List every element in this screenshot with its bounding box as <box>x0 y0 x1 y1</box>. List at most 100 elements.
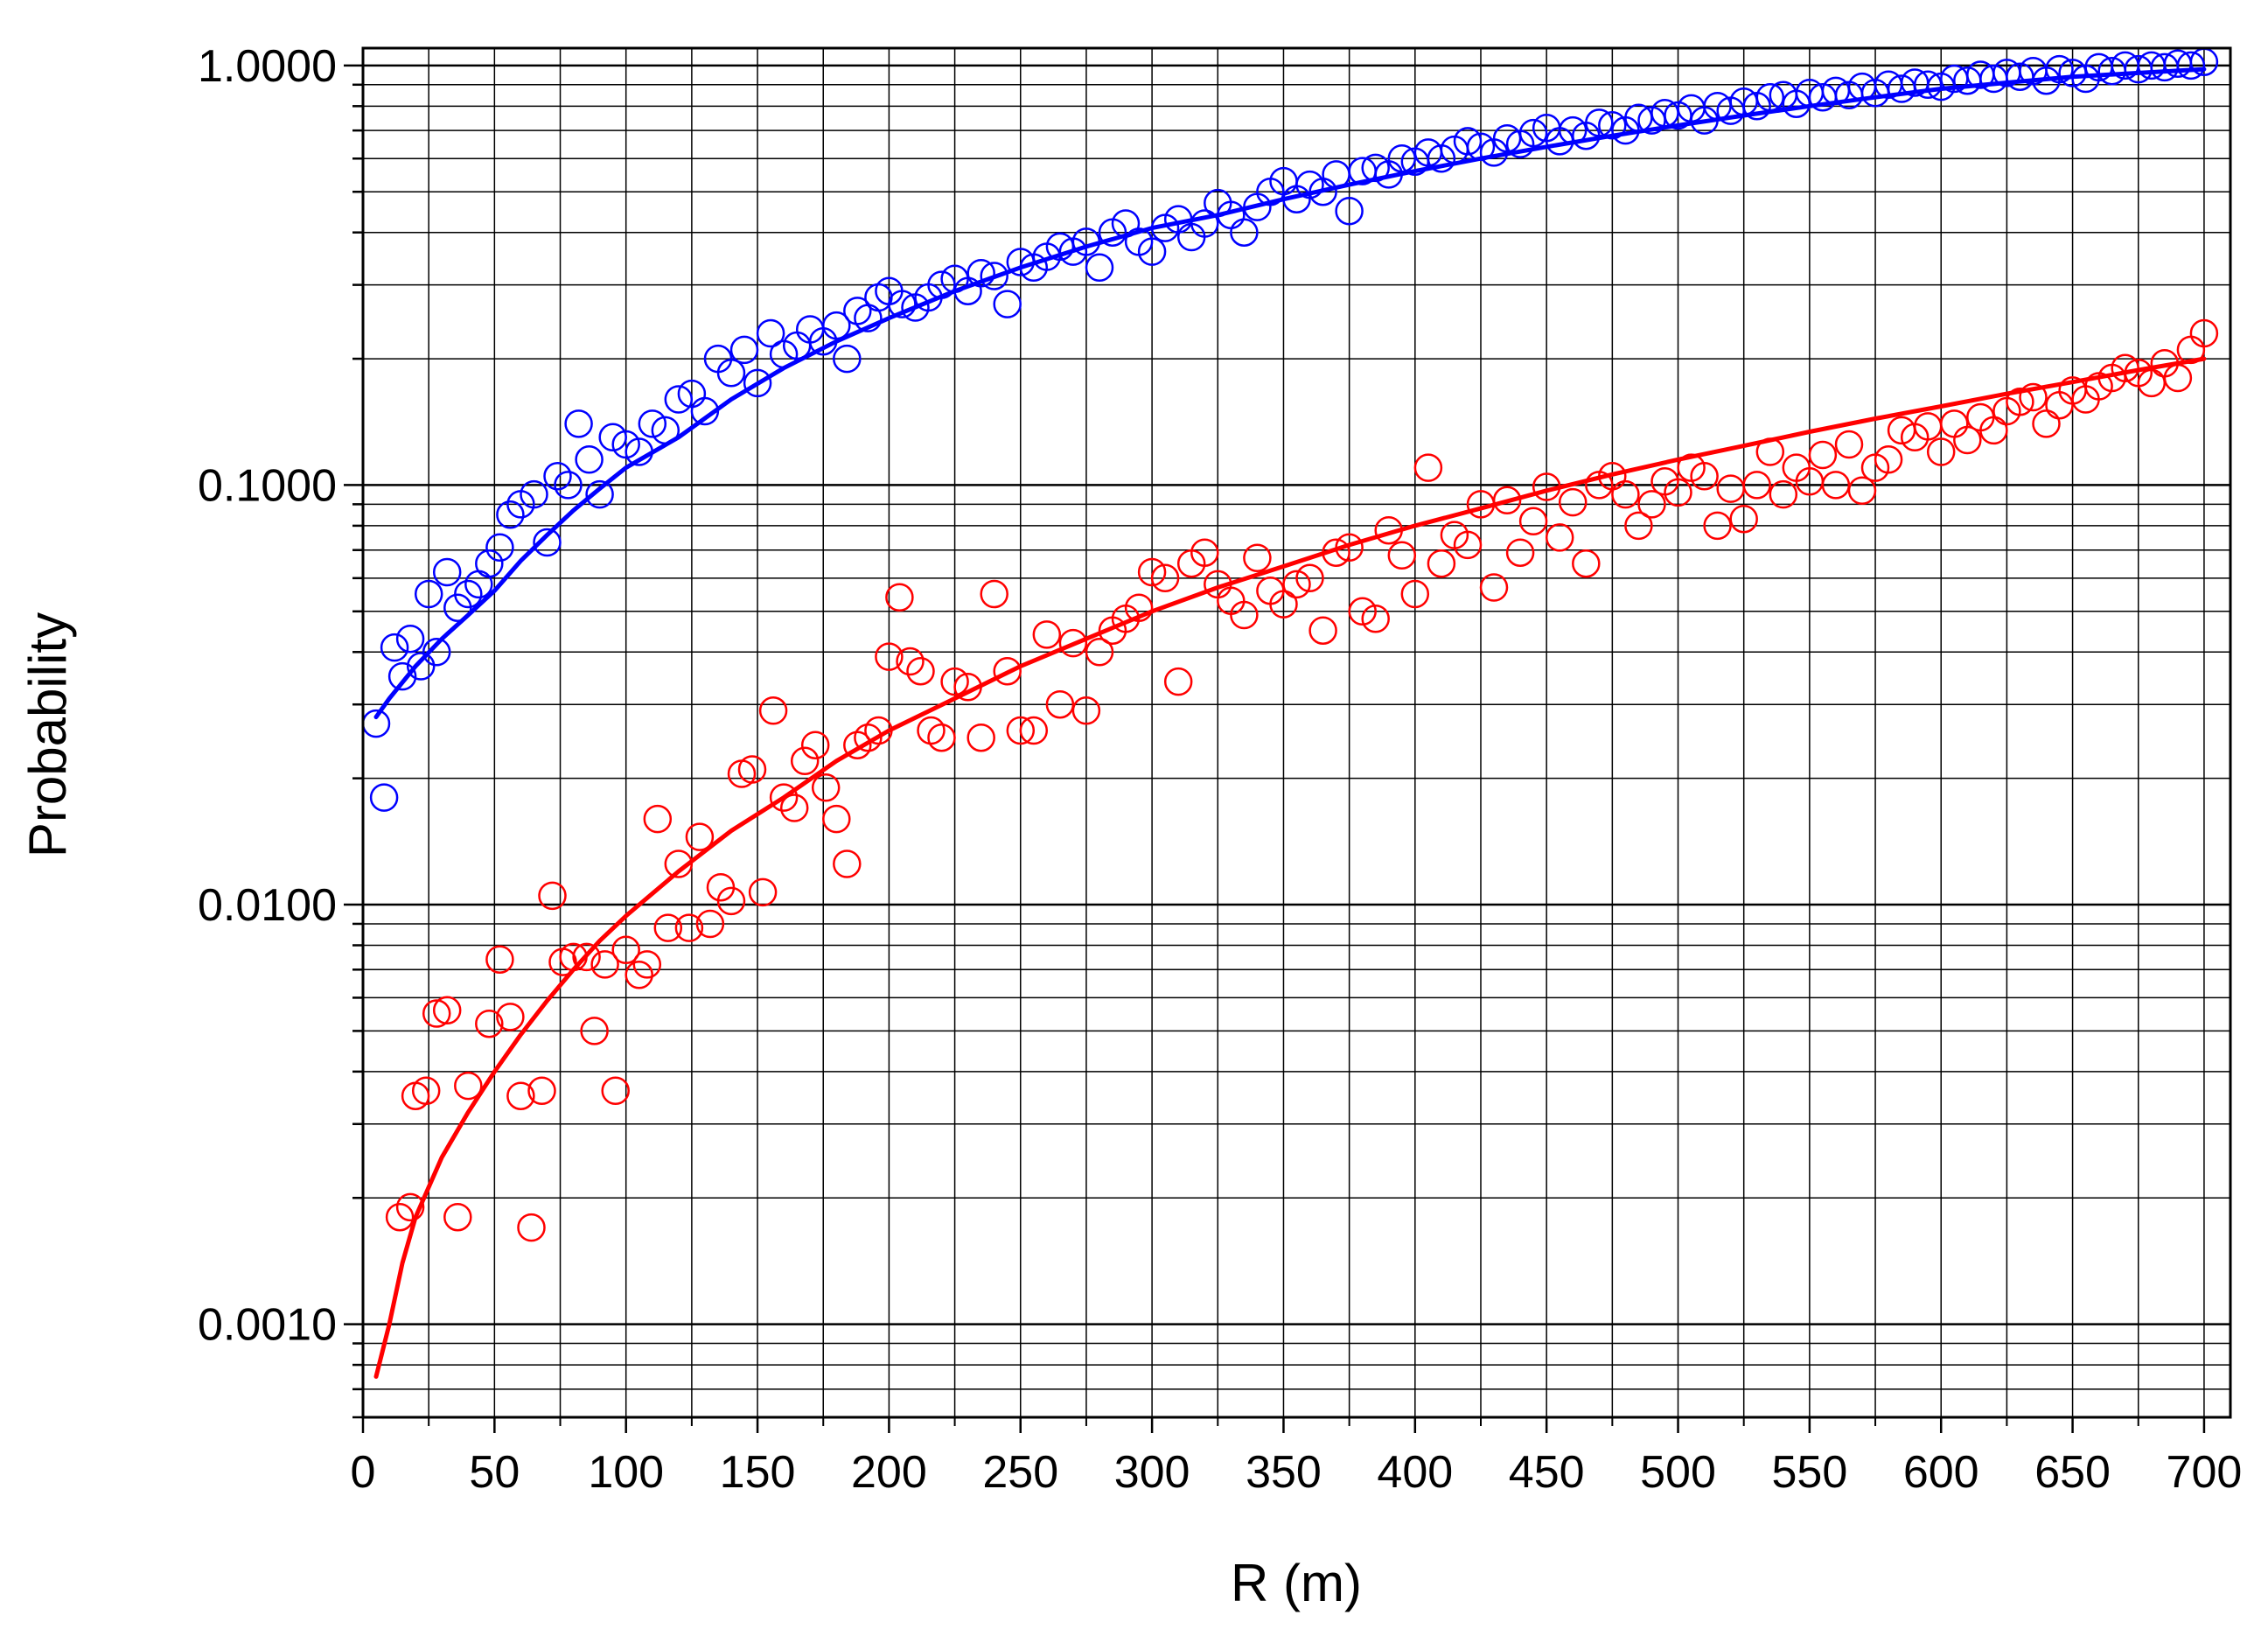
series-1-data-point <box>1755 82 1785 112</box>
series-2-data-point <box>1834 430 1864 459</box>
series-2-data-point <box>1558 487 1588 517</box>
series-2-data-point <box>432 996 462 1025</box>
series-1-data-point <box>1335 196 1364 226</box>
series-2-data-point <box>1953 425 1982 455</box>
series-1-data-point <box>406 652 436 681</box>
series-2-data-point <box>906 656 935 686</box>
series-1-data-point <box>1361 153 1390 183</box>
y-tick-label: 0.1000 <box>198 460 337 511</box>
series-2-data-point <box>1032 620 1062 649</box>
series-2-data-point <box>1308 616 1337 645</box>
series-2-data-point <box>1058 628 1088 658</box>
series-1-data-point <box>743 368 772 398</box>
series-2-data-point <box>506 1081 535 1110</box>
series-1-data-point <box>927 270 956 299</box>
series-1-data-point <box>1230 218 1259 247</box>
series-1-data-point <box>2176 51 2206 80</box>
series-2-data-point <box>632 950 662 979</box>
series-1-data-point <box>395 624 425 654</box>
series-2-data-point <box>1243 543 1272 573</box>
series-2-data-point <box>927 723 956 752</box>
series-2-data-point <box>864 716 893 745</box>
series-1-data-point <box>564 409 593 438</box>
series-2-data-point <box>758 696 788 725</box>
series-1-data-point <box>611 430 640 459</box>
series-2-data-point <box>1505 538 1535 567</box>
series-2-data-point <box>590 950 619 979</box>
plot-area-frame <box>361 46 2232 1419</box>
series-2-data-point <box>580 1017 609 1045</box>
series-2-data-point <box>517 1213 546 1242</box>
series-2-data-point <box>454 1071 483 1101</box>
series-2-data-point <box>1742 471 1771 500</box>
series-2-data-point <box>940 667 969 696</box>
series-2-data-point <box>674 913 704 942</box>
series-2-data-point <box>496 1003 525 1031</box>
series-1-data-point <box>1585 108 1614 137</box>
x-tick-labels: 0 50 100 150 200 250 300 350 400 450 500 550 600 650 7… <box>351 1447 2243 1498</box>
series-1-data-point <box>1387 143 1417 173</box>
series-2-data-point <box>875 642 904 671</box>
x-tick-label: 200 <box>851 1447 927 1498</box>
series-1-data-point <box>1453 127 1483 156</box>
series-2-data-point <box>527 1076 556 1106</box>
series-2-data-point <box>1703 511 1732 541</box>
series-1-data-point <box>822 311 851 340</box>
series-1-data-point <box>1071 227 1101 256</box>
series-1-data-point <box>625 437 653 466</box>
series-2-data-point <box>485 945 514 974</box>
series-2-data-point <box>1387 541 1417 570</box>
series-2-data-point <box>1611 479 1640 509</box>
series-1-data-point <box>1137 237 1167 266</box>
series-2-data-point <box>2189 318 2219 348</box>
series-1-data-point <box>414 579 443 609</box>
series-1-data-point <box>1466 132 1496 162</box>
series-2-data-point <box>993 656 1022 686</box>
x-tick-label: 250 <box>982 1447 1058 1498</box>
series-2-data-point <box>1322 538 1350 567</box>
series-1 <box>361 47 2219 812</box>
series-2-data-point <box>1637 490 1666 519</box>
series-1-data-point <box>369 783 399 812</box>
series-2-data-point <box>1690 462 1719 491</box>
series-2-data-point <box>625 961 653 989</box>
series-1-data-point <box>475 549 504 578</box>
series-1-data-point <box>585 479 614 509</box>
series-2-data-point <box>1137 557 1167 587</box>
series-1-data-point <box>380 633 409 662</box>
series-2-data-point <box>411 1076 441 1106</box>
series-2-data-point <box>2111 353 2139 382</box>
series-2-data-point <box>980 579 1008 609</box>
series-2-data-point <box>1492 486 1522 515</box>
series-2-data-point <box>2163 363 2193 393</box>
series-1-data-point <box>598 423 627 452</box>
series-1-data-point <box>1518 118 1548 148</box>
series-1-data-point <box>651 416 680 445</box>
series-2-data-point <box>1453 530 1483 560</box>
x-tick-label: 300 <box>1114 1447 1190 1498</box>
series-2-data-point <box>1755 437 1785 466</box>
grid-lines <box>362 48 2230 1418</box>
series-2-data-point <box>769 783 799 812</box>
series-1-data-point <box>980 262 1008 290</box>
series-2-data-point <box>843 731 872 759</box>
series-2-data-point <box>896 647 925 676</box>
series-2-data-point <box>1874 445 1903 474</box>
series-2-data-point <box>822 804 851 834</box>
x-tick-label: 550 <box>1771 1447 1847 1498</box>
series-2-data-point <box>1664 478 1692 507</box>
series-2-data-point <box>1045 689 1075 719</box>
series-2-data-point <box>953 673 982 702</box>
series-2-data-point <box>1295 563 1324 593</box>
series-1-data-point <box>716 359 746 388</box>
series-2-data-point <box>1821 471 1851 500</box>
x-tick-label: 400 <box>1377 1447 1453 1498</box>
series-1-data-point <box>1295 170 1324 199</box>
series-2-data-point <box>1071 696 1101 725</box>
x-tick-label: 100 <box>588 1447 664 1498</box>
series-2-data-point <box>1413 453 1443 482</box>
x-tick-label: 450 <box>1509 1447 1585 1498</box>
series-2-data-point <box>611 935 640 965</box>
